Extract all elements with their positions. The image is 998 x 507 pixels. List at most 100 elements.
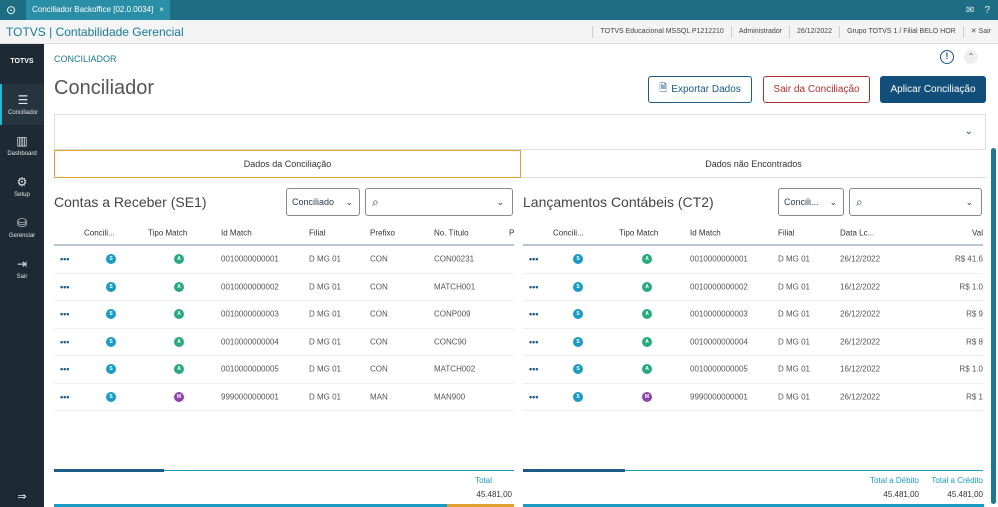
table-row[interactable]: ••• S A 0010000000002 D MG 01 16/12/2022 R$ 1.…: [523, 274, 983, 301]
status-filter-select[interactable]: Concili... ⌄: [778, 188, 844, 216]
more-actions-icon[interactable]: •••: [529, 336, 539, 347]
titulo-cell: MATCH002: [434, 364, 476, 374]
more-actions-icon[interactable]: •••: [60, 254, 70, 265]
date-label: 26/12/2022: [789, 25, 839, 38]
vertical-scrollbar[interactable]: [991, 148, 996, 504]
branch-label[interactable]: Grupo TOTVS 1 / Filial BELO HOR: [839, 25, 963, 38]
scroll-indicator[interactable]: [523, 469, 625, 472]
more-actions-icon[interactable]: •••: [60, 391, 70, 402]
scroll-indicator[interactable]: [54, 469, 164, 472]
apply-reconciliation-button[interactable]: Aplicar Conciliação: [880, 76, 986, 103]
horizontal-scrollbar[interactable]: [523, 504, 984, 507]
tab-dados-nao-encontrados[interactable]: Dados não Encontrados: [521, 150, 986, 178]
app-tab[interactable]: Conciliador Backoffice [02.0.0034] ×: [26, 0, 170, 20]
prefixo-cell: CON: [370, 337, 388, 347]
status-dot-icon: S: [573, 364, 583, 375]
col-conciliado[interactable]: Concili...: [553, 228, 584, 238]
col-id-match[interactable]: Id Match: [690, 228, 721, 238]
col-id-match[interactable]: Id Match: [221, 228, 252, 238]
table-row[interactable]: ••• S A 0010000000003 D MG 01 CON CONP009: [54, 301, 514, 329]
titulo-cell: MAN900: [434, 392, 466, 402]
sidebar-item-gerenciar[interactable]: ⛁ Gerenciar: [8, 216, 36, 239]
table-row[interactable]: ••• S M 9990000000001 D MG 01 26/12/2022 R$ 1: [523, 384, 983, 411]
more-actions-icon[interactable]: •••: [60, 364, 70, 375]
id-match-cell: 9990000000001: [221, 392, 279, 402]
more-actions-icon[interactable]: •••: [60, 309, 70, 320]
status-dot-icon: A: [174, 309, 184, 320]
mail-icon[interactable]: ✉: [966, 4, 975, 16]
sidebar-item-dashboard[interactable]: ▥ Dashboard: [7, 134, 37, 157]
breadcrumb[interactable]: CONCILIADOR: [54, 54, 117, 64]
col-data[interactable]: Data Lc...: [840, 228, 875, 238]
exit-reconciliation-button[interactable]: Sair da Conciliação: [763, 76, 870, 103]
table-row[interactable]: ••• S A 0010000000001 D MG 01 26/12/2022 R$ 41…: [523, 246, 983, 274]
titulo-cell: MATCH001: [434, 282, 476, 292]
data-cell: 26/12/2022: [840, 337, 881, 347]
col-filial[interactable]: Filial: [778, 228, 795, 238]
table-row[interactable]: ••• S A 0010000000004 D MG 01 CON CONC90: [54, 329, 514, 356]
collapse-menu-icon[interactable]: ⇒: [17, 491, 27, 503]
divider: [54, 470, 514, 471]
col-filial[interactable]: Filial: [309, 228, 326, 238]
filial-cell: D MG 01: [309, 337, 342, 347]
tab-label: Conciliador Backoffice [02.0.0034]: [32, 5, 154, 14]
status-dot-icon: S: [106, 309, 116, 320]
col-valor[interactable]: Val: [972, 228, 983, 238]
export-button[interactable]: 🗎 Exportar Dados: [648, 76, 752, 103]
status-dot-icon: S: [573, 281, 583, 292]
table-row[interactable]: ••• S A 0010000000005 D MG 01 CON MATCH002: [54, 356, 514, 384]
table-row[interactable]: ••• S M 9990000000001 D MG 01 MAN MAN900: [54, 384, 514, 411]
tab-close-icon[interactable]: ×: [159, 5, 164, 14]
col-tipo-match[interactable]: Tipo Match: [619, 228, 659, 238]
more-actions-icon[interactable]: •••: [60, 281, 70, 292]
filial-cell: D MG 01: [778, 309, 811, 319]
id-match-cell: 0010000000003: [690, 309, 748, 319]
page-title: Conciliador: [54, 77, 155, 99]
chart-icon: ▥: [16, 134, 28, 148]
more-actions-icon[interactable]: •••: [529, 364, 539, 375]
credit-total-label: Total a Crédito: [931, 476, 983, 485]
info-icon[interactable]: !: [940, 50, 954, 64]
valor-cell: R$ 1.0: [959, 364, 983, 374]
table-row[interactable]: ••• S A 0010000000001 D MG 01 CON CON00231: [54, 246, 514, 274]
table-row[interactable]: ••• S A 0010000000004 D MG 01 26/12/2022 R$ 8: [523, 329, 983, 356]
sidebar: TOTVS ☰ Conciliador ▥ Dashboard ⚙ Setup …: [0, 44, 44, 507]
col-tipo-match[interactable]: Tipo Match: [148, 228, 188, 238]
sidebar-item-sair[interactable]: ⇥ Sair: [16, 257, 28, 280]
database-icon: ⛁: [16, 216, 28, 230]
exit-app-button[interactable]: ✕ Sair: [962, 25, 998, 38]
horizontal-scrollbar[interactable]: [54, 504, 447, 507]
col-titulo[interactable]: No. Título: [434, 228, 469, 238]
filter-panel[interactable]: ⌄: [54, 114, 986, 150]
table-row[interactable]: ••• S A 0010000000005 D MG 01 16/12/2022 R$ 1.…: [523, 356, 983, 384]
help-icon[interactable]: ?: [984, 4, 990, 16]
total-value: 45.481,00: [476, 490, 512, 499]
search-input[interactable]: ⌕ ⌄: [365, 188, 513, 216]
status-filter-select[interactable]: Conciliado ⌄: [286, 188, 360, 216]
sidebar-item-setup[interactable]: ⚙ Setup: [14, 175, 30, 198]
more-actions-icon[interactable]: •••: [529, 309, 539, 320]
total-label: Total: [475, 476, 492, 485]
id-match-cell: 0010000000002: [690, 282, 748, 292]
more-actions-icon[interactable]: •••: [529, 254, 539, 265]
data-cell: 26/12/2022: [840, 392, 881, 402]
status-dot-icon: A: [642, 281, 652, 292]
status-dot-icon: A: [174, 281, 184, 292]
col-conciliado[interactable]: Concili...: [84, 228, 115, 238]
search-input[interactable]: ⌕ ⌄: [849, 188, 982, 216]
filial-cell: D MG 01: [778, 337, 811, 347]
filial-cell: D MG 01: [309, 282, 342, 292]
status-dot-icon: S: [573, 254, 583, 265]
table-row[interactable]: ••• S A 0010000000002 D MG 01 CON MATCH001: [54, 274, 514, 301]
col-p[interactable]: P: [509, 228, 514, 238]
chevron-up-icon[interactable]: ⌃: [964, 50, 978, 64]
chevron-down-icon[interactable]: ⌄: [964, 126, 973, 137]
sidebar-item-conciliador[interactable]: ☰ Conciliador: [0, 84, 44, 125]
more-actions-icon[interactable]: •••: [529, 391, 539, 402]
more-actions-icon[interactable]: •••: [529, 281, 539, 292]
titulo-cell: CONP009: [434, 309, 471, 319]
col-prefixo[interactable]: Prefixo: [370, 228, 395, 238]
tab-dados-conciliacao[interactable]: Dados da Conciliação: [54, 150, 521, 178]
table-row[interactable]: ••• S A 0010000000003 D MG 01 26/12/2022 R$ 9: [523, 301, 983, 329]
more-actions-icon[interactable]: •••: [60, 336, 70, 347]
